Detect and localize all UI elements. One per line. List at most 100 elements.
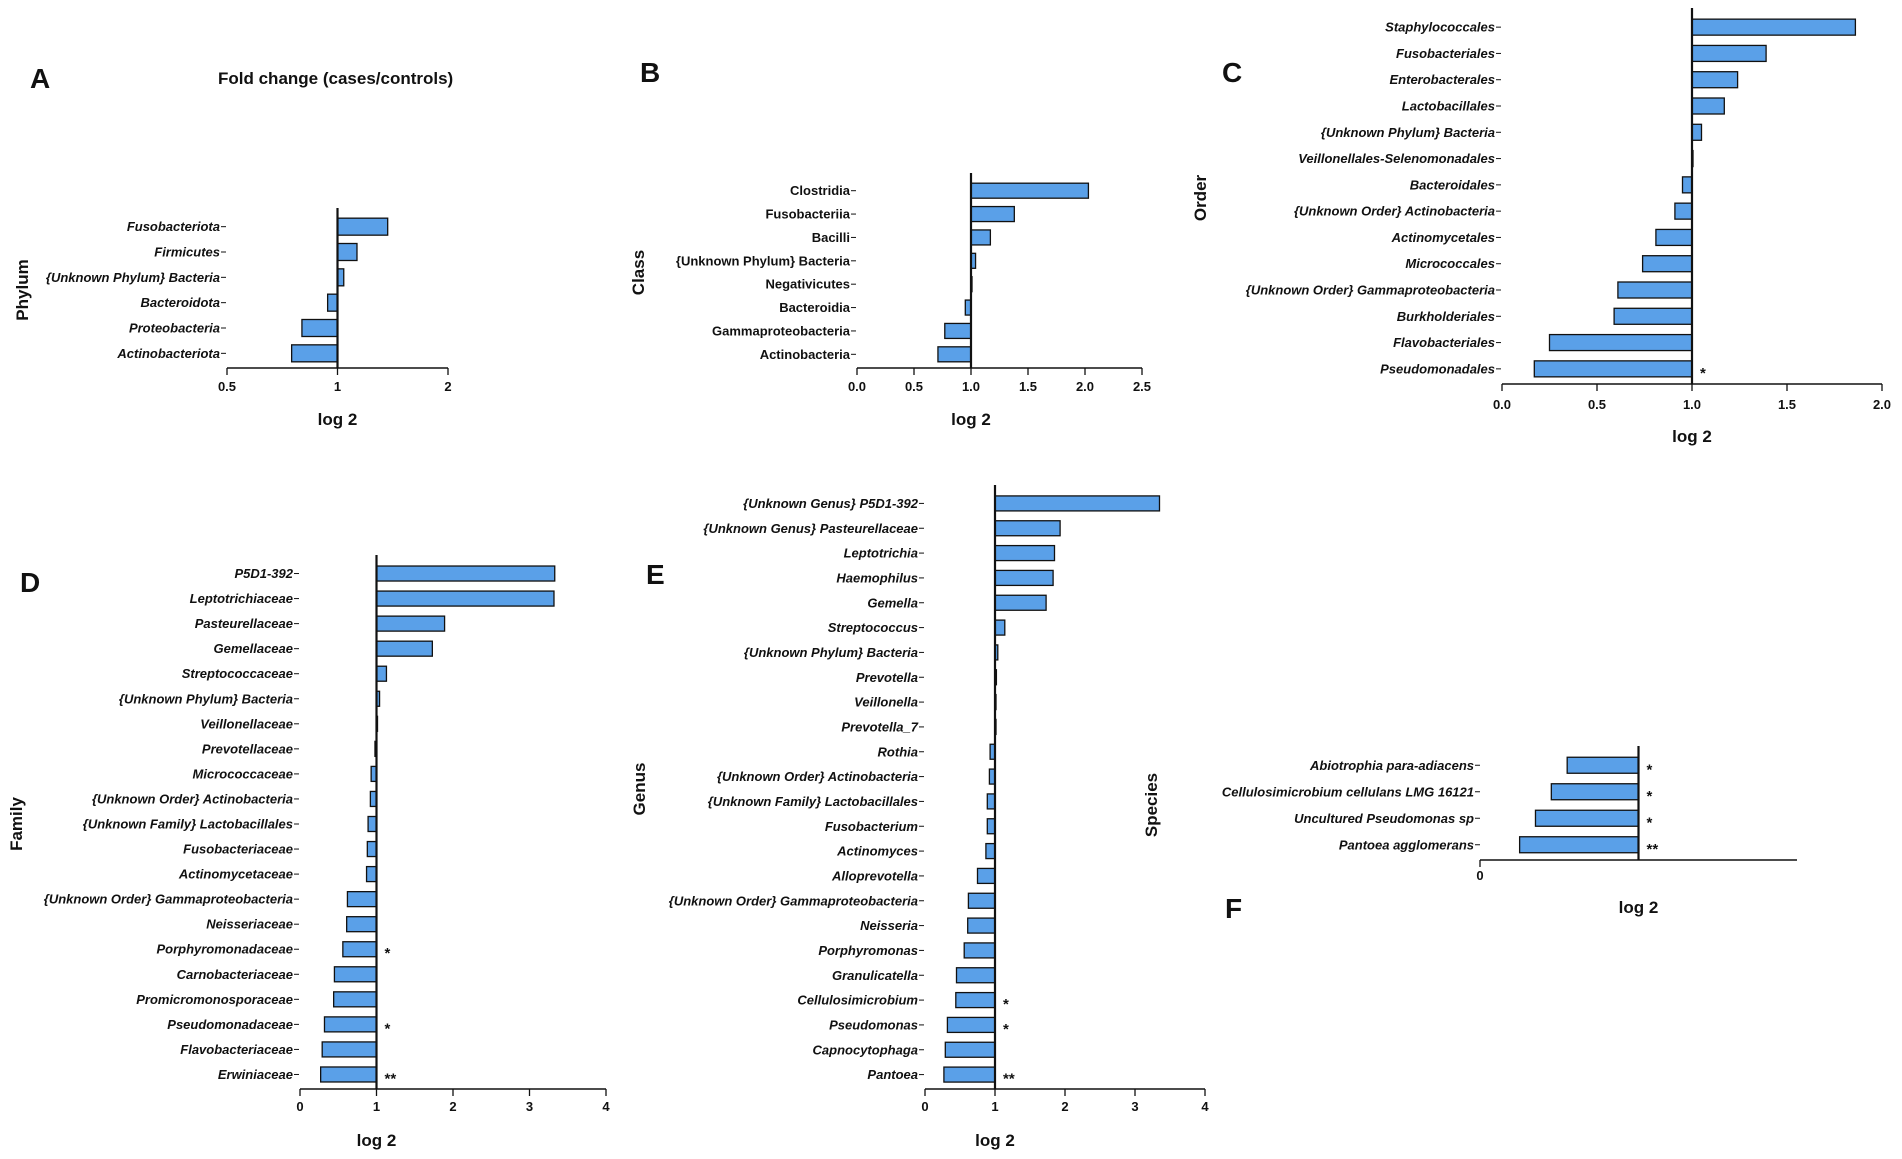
category-label: Haemophilus bbox=[836, 570, 918, 585]
category-label: {Unknown Order} Actinobacteria bbox=[717, 769, 918, 784]
category-label: Clostridia bbox=[790, 183, 851, 198]
bar bbox=[1691, 71, 1739, 89]
bar-chart-species: Abiotrophia para-adiacens * Cellulosimicro… bbox=[1142, 746, 1797, 917]
bar bbox=[967, 917, 996, 934]
bar bbox=[944, 1041, 996, 1058]
bar bbox=[1641, 255, 1693, 273]
category-label: Alloprevotella bbox=[831, 868, 918, 883]
y-axis-title: Phylum bbox=[13, 259, 32, 320]
bar bbox=[1518, 836, 1640, 854]
x-axis-title: log 2 bbox=[1672, 427, 1712, 446]
bar bbox=[333, 991, 378, 1008]
bar bbox=[326, 293, 339, 312]
category-label: Pantoea bbox=[867, 1067, 918, 1082]
bar bbox=[367, 815, 378, 833]
bar bbox=[986, 818, 996, 835]
bar bbox=[336, 242, 358, 262]
category-label: Bacteroidales bbox=[1410, 177, 1495, 192]
category-label: Fusobacteriales bbox=[1396, 46, 1495, 61]
category-label: Carnobacteriaceae bbox=[177, 967, 293, 982]
y-axis-title: Class bbox=[629, 250, 648, 295]
category-label: {Unknown Order} Gammaproteobacteria bbox=[1246, 283, 1495, 298]
x-tick-label: 1 bbox=[991, 1099, 998, 1114]
category-label: Proteobacteria bbox=[129, 321, 220, 336]
significance-marker: * bbox=[1647, 814, 1653, 831]
x-tick-label: 2.0 bbox=[1076, 379, 1094, 394]
x-tick-label: 0 bbox=[921, 1099, 928, 1114]
significance-marker: * bbox=[1003, 996, 1009, 1013]
bar bbox=[943, 1066, 996, 1083]
category-label: Actinobacteria bbox=[760, 347, 851, 362]
category-label: Pantoea agglomerans bbox=[1339, 837, 1474, 852]
category-label: Lactobacillales bbox=[1402, 99, 1495, 114]
x-tick-label: 2.5 bbox=[1133, 379, 1151, 394]
x-axis-title: log 2 bbox=[318, 410, 358, 429]
bar bbox=[336, 217, 389, 236]
panel-letter-d: D bbox=[20, 567, 40, 598]
bar bbox=[375, 615, 446, 632]
category-label: {Unknown Order} Gammaproteobacteria bbox=[44, 892, 293, 907]
significance-marker: * bbox=[385, 945, 391, 962]
category-label: Erwiniaceae bbox=[218, 1067, 293, 1082]
bar bbox=[290, 344, 339, 363]
y-axis-title: Genus bbox=[630, 763, 649, 816]
x-tick-label: 3 bbox=[526, 1099, 533, 1114]
category-label: Gemella bbox=[867, 595, 918, 610]
bar bbox=[963, 942, 996, 959]
x-tick-label: 3 bbox=[1131, 1099, 1138, 1114]
category-label: Capnocytophaga bbox=[813, 1042, 918, 1057]
significance-marker: ** bbox=[1647, 841, 1659, 858]
bar bbox=[320, 1066, 378, 1083]
x-tick-label: 0 bbox=[1476, 868, 1483, 883]
bar bbox=[1681, 176, 1693, 194]
bar-chart-order: Staphylococcales Fusobacteriales Enterobac… bbox=[1191, 8, 1891, 446]
category-label: Fusobacteriota bbox=[127, 219, 220, 234]
category-label: Leptotrichiaceae bbox=[190, 591, 293, 606]
bar bbox=[346, 890, 378, 908]
bar bbox=[994, 520, 1061, 537]
bar bbox=[944, 322, 972, 340]
category-label: Enterobacterales bbox=[1390, 72, 1496, 87]
bar bbox=[375, 640, 433, 657]
category-label: Bacilli bbox=[812, 230, 850, 245]
category-label: Negativicutes bbox=[765, 277, 850, 292]
bar bbox=[994, 569, 1054, 587]
bar bbox=[375, 565, 556, 582]
category-label: Prevotella bbox=[856, 670, 918, 685]
bar bbox=[375, 665, 388, 682]
bar bbox=[976, 867, 996, 885]
category-label: Flavobacteriaceae bbox=[180, 1042, 293, 1057]
panel-letter-f: F bbox=[1225, 893, 1242, 924]
category-label: {Unknown Order} Gammaproteobacteria bbox=[669, 893, 918, 908]
x-axis-title: log 2 bbox=[951, 410, 991, 429]
category-label: Porphyromonadaceae bbox=[156, 942, 293, 957]
category-label: Actinomycetaceae bbox=[178, 867, 293, 882]
bar bbox=[365, 865, 378, 883]
category-label: Abiotrophia para-adiacens bbox=[1309, 758, 1474, 773]
bar bbox=[970, 229, 992, 246]
category-label: Fusobacteriia bbox=[765, 207, 850, 222]
bar bbox=[986, 793, 996, 810]
panel-letter-b: B bbox=[640, 57, 660, 88]
category-label: Actinomycetales bbox=[1391, 230, 1495, 245]
significance-marker: ** bbox=[385, 1070, 397, 1087]
category-label: Promicromonosporaceae bbox=[136, 992, 293, 1007]
bar bbox=[1613, 307, 1693, 325]
category-label: {Unknown Genus} Pasteurellaceae bbox=[703, 521, 918, 536]
bar-chart-genus: {Unknown Genus} P5D1-392 {Unknown Genus} … bbox=[630, 485, 1209, 1150]
bar bbox=[1691, 44, 1767, 63]
bar bbox=[985, 842, 996, 860]
x-tick-label: 1 bbox=[373, 1099, 380, 1114]
bar bbox=[333, 966, 378, 983]
x-tick-label: 0.5 bbox=[218, 379, 236, 394]
category-label: {Unknown Order} Actinobacteria bbox=[92, 791, 293, 806]
category-label: Streptococcus bbox=[828, 620, 918, 635]
category-label: Cellulosimicrobium cellulans LMG 16121 bbox=[1222, 784, 1474, 799]
significance-marker: ** bbox=[1003, 1071, 1015, 1088]
category-label: {Unknown Phylum} Bacteria bbox=[676, 253, 851, 268]
category-label: Cellulosimicrobium bbox=[797, 993, 918, 1008]
category-label: Porphyromonas bbox=[818, 943, 918, 958]
bar bbox=[375, 590, 555, 607]
bar bbox=[994, 594, 1047, 611]
